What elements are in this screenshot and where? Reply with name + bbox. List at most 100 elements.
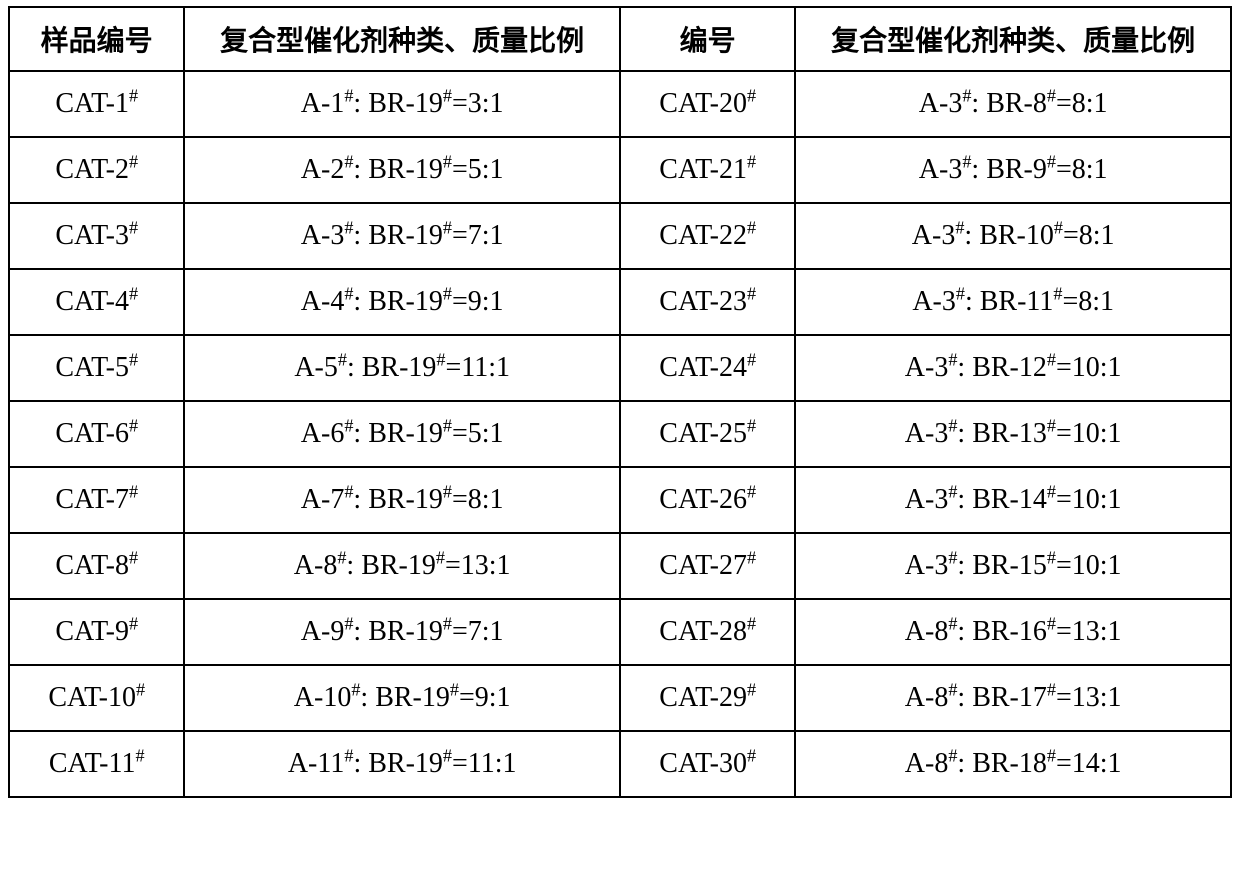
comp-part-a: A-3 [905,418,949,449]
superscript-hash: # [747,548,756,568]
comp-part-br: : BR-8 [971,88,1046,119]
superscript-hash: # [1047,746,1056,766]
comp-part-br: : BR-19 [353,286,442,317]
composition-cell: A-1#: BR-19#=3:1 [184,71,620,137]
sample-id-prefix: CAT-1 [55,88,129,119]
composition-cell: A-3#: BR-14#=10:1 [795,467,1231,533]
comp-part-a: A-8 [905,616,949,647]
sample-id-prefix: CAT-3 [55,220,129,251]
comp-part-br: : BR-19 [353,616,442,647]
sample-id-prefix: CAT-5 [55,352,129,383]
superscript-hash: # [956,284,965,304]
comp-part-br: : BR-16 [957,616,1046,647]
superscript-hash: # [747,86,756,106]
sample-id-prefix: CAT-28 [659,616,747,647]
superscript-hash: # [1047,614,1056,634]
col-header-composition-r: 复合型催化剂种类、质量比例 [795,7,1231,71]
col-header-id: 编号 [620,7,795,71]
sample-id-prefix: CAT-6 [55,418,129,449]
sample-id-prefix: CAT-8 [55,550,129,581]
comp-part-br: : BR-19 [353,154,442,185]
superscript-hash: # [129,218,138,238]
sample-id-prefix: CAT-27 [659,550,747,581]
superscript-hash: # [443,218,452,238]
sample-id-cell: CAT-28# [620,599,795,665]
table-row: CAT-8#A-8#: BR-19#=13:1CAT-27#A-3#: BR-1… [9,533,1231,599]
superscript-hash: # [443,482,452,502]
superscript-hash: # [443,152,452,172]
superscript-hash: # [1047,680,1056,700]
comp-part-a: A-3 [912,286,956,317]
comp-ratio: =13:1 [445,550,511,581]
comp-part-a: A-9 [301,616,345,647]
comp-part-a: A-3 [905,550,949,581]
composition-cell: A-8#: BR-17#=13:1 [795,665,1231,731]
sample-id-prefix: CAT-25 [659,418,747,449]
comp-part-br: : BR-17 [957,682,1046,713]
comp-part-br: : BR-15 [957,550,1046,581]
superscript-hash: # [1047,350,1056,370]
composition-cell: A-10#: BR-19#=9:1 [184,665,620,731]
comp-part-br: : BR-19 [353,418,442,449]
comp-part-br: : BR-19 [353,484,442,515]
comp-part-a: A-8 [905,748,949,779]
comp-ratio: =11:1 [452,748,517,779]
composition-cell: A-3#: BR-8#=8:1 [795,71,1231,137]
comp-part-a: A-8 [905,682,949,713]
comp-part-a: A-3 [905,352,949,383]
comp-part-br: : BR-19 [347,352,436,383]
comp-ratio: =8:1 [1056,154,1108,185]
superscript-hash: # [436,548,445,568]
comp-part-a: A-1 [301,88,345,119]
comp-ratio: =10:1 [1056,352,1122,383]
comp-part-br: : BR-9 [971,154,1046,185]
comp-part-a: A-4 [301,286,345,317]
sample-id-cell: CAT-9# [9,599,184,665]
sample-id-prefix: CAT-30 [659,748,747,779]
col-header-composition: 复合型催化剂种类、质量比例 [184,7,620,71]
composition-cell: A-4#: BR-19#=9:1 [184,269,620,335]
superscript-hash: # [443,614,452,634]
composition-cell: A-3#: BR-9#=8:1 [795,137,1231,203]
comp-part-a: A-3 [905,484,949,515]
table-row: CAT-1#A-1#: BR-19#=3:1CAT-20#A-3#: BR-8#… [9,71,1231,137]
comp-part-a: A-7 [301,484,345,515]
comp-ratio: =7:1 [452,220,504,251]
superscript-hash: # [1047,86,1056,106]
composition-cell: A-8#: BR-18#=14:1 [795,731,1231,797]
composition-cell: A-9#: BR-19#=7:1 [184,599,620,665]
sample-id-cell: CAT-20# [620,71,795,137]
sample-id-cell: CAT-29# [620,665,795,731]
superscript-hash: # [129,416,138,436]
superscript-hash: # [1047,416,1056,436]
sample-id-prefix: CAT-4 [55,286,129,317]
sample-id-cell: CAT-24# [620,335,795,401]
comp-part-a: A-10 [294,682,352,713]
superscript-hash: # [450,680,459,700]
comp-ratio: =10:1 [1056,550,1122,581]
comp-ratio: =8:1 [452,484,504,515]
composition-cell: A-11#: BR-19#=11:1 [184,731,620,797]
sample-id-prefix: CAT-24 [659,352,747,383]
composition-cell: A-3#: BR-15#=10:1 [795,533,1231,599]
sample-id-cell: CAT-6# [9,401,184,467]
composition-cell: A-7#: BR-19#=8:1 [184,467,620,533]
superscript-hash: # [443,746,452,766]
superscript-hash: # [747,680,756,700]
composition-cell: A-8#: BR-19#=13:1 [184,533,620,599]
sample-id-cell: CAT-25# [620,401,795,467]
table-row: CAT-7#A-7#: BR-19#=8:1CAT-26#A-3#: BR-14… [9,467,1231,533]
sample-id-prefix: CAT-23 [659,286,747,317]
superscript-hash: # [443,86,452,106]
composition-cell: A-3#: BR-13#=10:1 [795,401,1231,467]
table-row: CAT-9#A-9#: BR-19#=7:1CAT-28#A-8#: BR-16… [9,599,1231,665]
comp-part-a: A-11 [288,748,345,779]
catalyst-table: 样品编号 复合型催化剂种类、质量比例 编号 复合型催化剂种类、质量比例 CAT-… [8,6,1232,798]
catalyst-table-container: 样品编号 复合型催化剂种类、质量比例 编号 复合型催化剂种类、质量比例 CAT-… [0,0,1240,804]
comp-part-br: : BR-11 [965,286,1053,317]
comp-part-br: : BR-19 [353,88,442,119]
comp-part-br: : BR-18 [957,748,1046,779]
sample-id-prefix: CAT-22 [659,220,747,251]
composition-cell: A-5#: BR-19#=11:1 [184,335,620,401]
comp-ratio: =8:1 [1062,286,1114,317]
